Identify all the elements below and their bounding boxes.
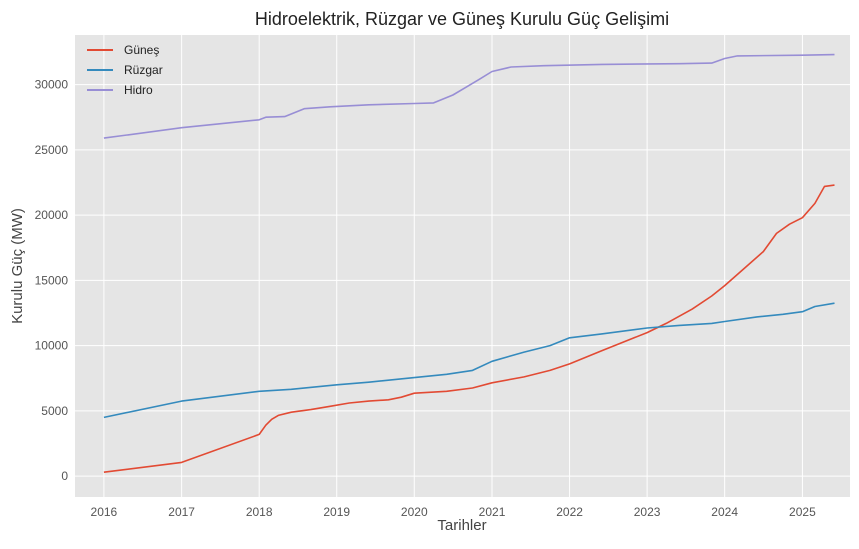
legend: Güneş Rüzgar Hidro xyxy=(87,43,163,97)
y-tick-label: 15000 xyxy=(35,273,69,287)
x-axis-label: Tarihler xyxy=(437,517,486,534)
chart-title: Hidroelektrik, Rüzgar ve Güneş Kurulu Gü… xyxy=(255,9,669,29)
grid-lines xyxy=(75,35,850,497)
x-tick-label: 2020 xyxy=(401,505,428,519)
legend-label: Rüzgar xyxy=(124,63,163,77)
x-tick-label: 2025 xyxy=(789,505,816,519)
y-tick-label: 10000 xyxy=(35,339,69,353)
x-tick-label: 2019 xyxy=(323,505,350,519)
series-lines xyxy=(103,53,835,473)
y-tick-label: 25000 xyxy=(35,143,69,157)
legend-label: Hidro xyxy=(124,83,153,97)
series-line-g-ne- xyxy=(103,184,835,473)
x-tick-label: 2021 xyxy=(479,505,506,519)
y-tick-label: 30000 xyxy=(35,78,69,92)
y-axis-label: Kurulu Güç (MW) xyxy=(9,208,26,324)
y-axis-ticks: 0 5000 10000 15000 20000 25000 30000 xyxy=(35,78,69,484)
legend-label: Güneş xyxy=(124,43,159,57)
y-tick-label: 5000 xyxy=(41,404,68,418)
series-line-hidro xyxy=(103,53,835,139)
x-axis-ticks: 2016 2017 2018 2019 2020 2021 2022 2023 2024 2025 xyxy=(91,505,817,519)
series-line-r-zgar xyxy=(103,302,835,419)
x-tick-label: 2017 xyxy=(168,505,195,519)
y-tick-label: 0 xyxy=(61,469,68,483)
x-tick-label: 2022 xyxy=(556,505,583,519)
x-tick-label: 2018 xyxy=(246,505,273,519)
x-tick-label: 2023 xyxy=(634,505,661,519)
x-tick-label: 2024 xyxy=(711,505,738,519)
x-tick-label: 2016 xyxy=(91,505,118,519)
y-tick-label: 20000 xyxy=(35,208,69,222)
plot-area xyxy=(75,35,850,497)
